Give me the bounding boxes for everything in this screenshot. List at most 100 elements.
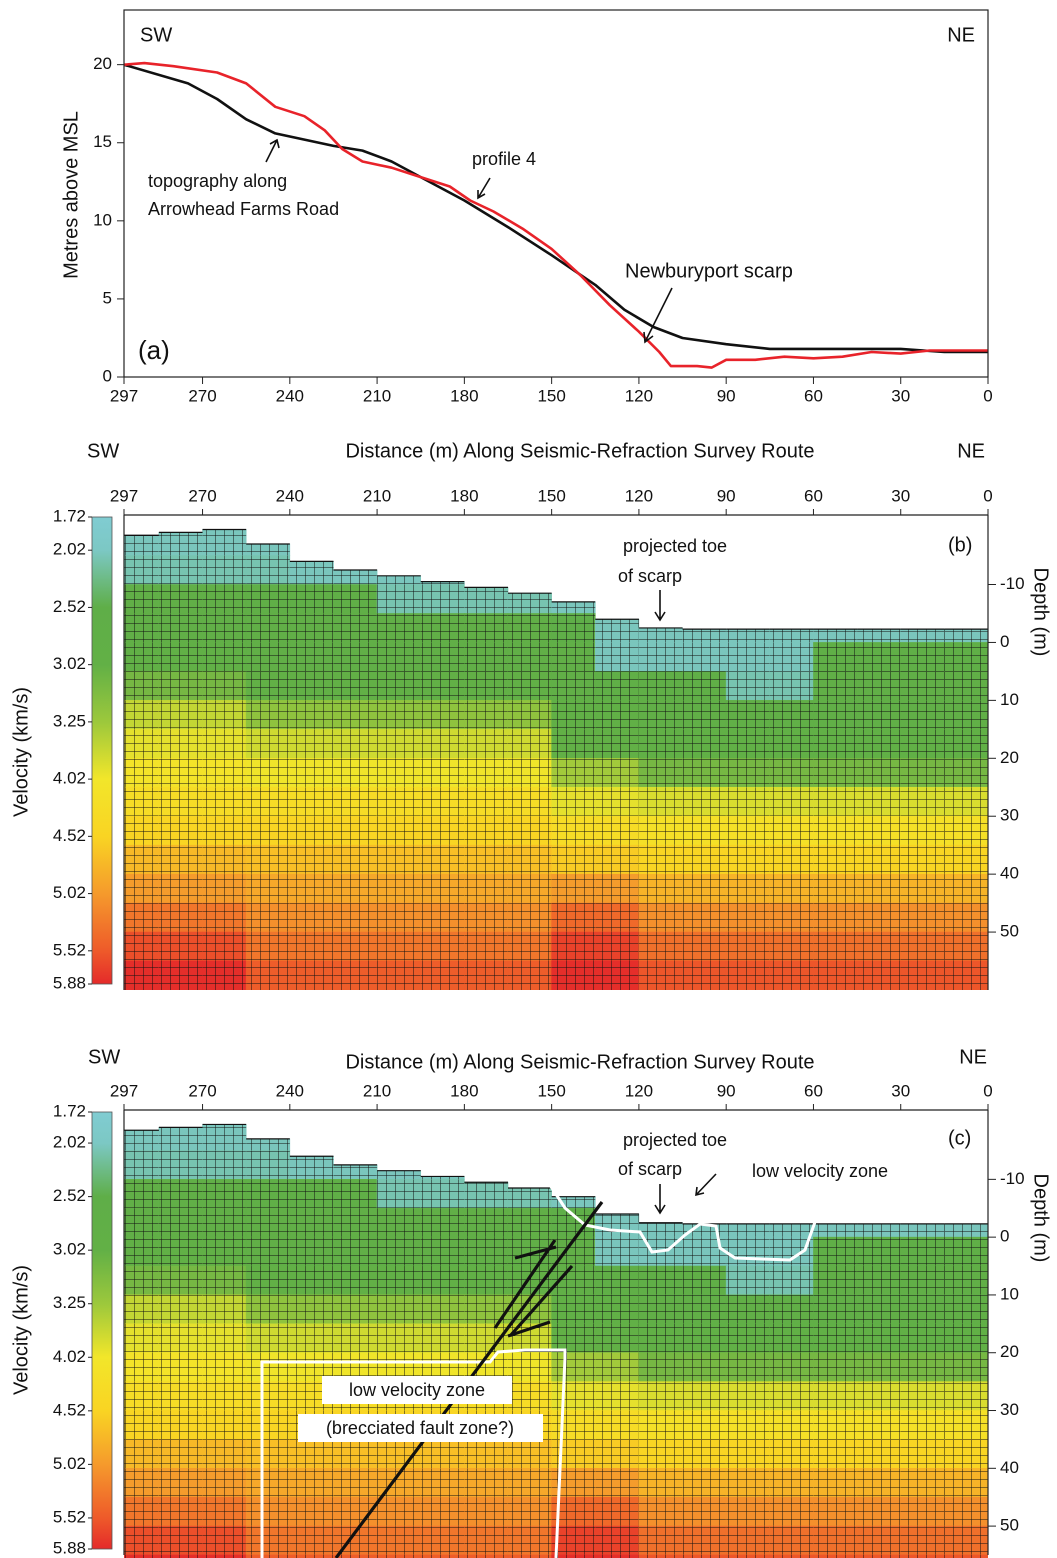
cell-mesh (377, 729, 421, 759)
cell-mesh (333, 1266, 378, 1295)
cell-mesh (944, 1266, 988, 1295)
arrow (654, 1184, 666, 1215)
x-tick-label: 120 (625, 486, 653, 505)
cell-mesh (726, 629, 770, 643)
cell-mesh (202, 555, 247, 585)
cell-mesh (813, 1410, 858, 1440)
cell-mesh (289, 816, 334, 846)
cell-mesh (508, 1555, 552, 1558)
cell-mesh (289, 1208, 334, 1238)
cell-mesh (377, 1237, 421, 1267)
cell-mesh (595, 903, 639, 933)
cell-mesh (124, 1410, 159, 1440)
cell-mesh (551, 1381, 596, 1411)
cell-mesh (857, 1468, 901, 1498)
label-box (298, 1414, 543, 1442)
cell-mesh (420, 1176, 465, 1180)
cell-mesh (202, 1381, 247, 1411)
cell-mesh (124, 671, 159, 701)
cell-mesh (944, 1294, 988, 1324)
cell-mesh (246, 874, 290, 904)
cell-mesh (595, 1381, 639, 1411)
cell-mesh (900, 1555, 945, 1558)
cell-mesh (638, 758, 683, 788)
cell-mesh (124, 961, 159, 990)
cell-mesh (420, 1237, 465, 1267)
cell-mesh (638, 1323, 683, 1353)
cell-mesh (813, 629, 858, 643)
cell-mesh (158, 1352, 203, 1382)
cell-mesh (944, 903, 988, 933)
cell-mesh (638, 874, 683, 904)
cell-mesh (246, 555, 290, 585)
cell-mesh (726, 1266, 770, 1295)
cell-mesh (682, 700, 727, 730)
cell-mesh (638, 729, 683, 759)
cell-mesh (813, 816, 858, 846)
cell-mesh (464, 729, 508, 759)
cell-mesh (377, 1323, 421, 1353)
cell-mesh (813, 642, 858, 672)
cell-mesh (813, 1555, 858, 1558)
cell-mesh (638, 700, 683, 730)
cell-mesh (289, 1555, 334, 1558)
cell-mesh (900, 729, 945, 759)
colorbar-tick-label: 5.88 (53, 1538, 86, 1557)
cell-mesh (551, 932, 596, 962)
cell-mesh (158, 584, 203, 614)
cell-mesh (124, 700, 159, 730)
cell-mesh (595, 1323, 639, 1353)
cell-mesh (638, 627, 683, 643)
cell-mesh (289, 961, 334, 990)
cell-mesh (551, 671, 596, 701)
x-tick-label: 297 (110, 386, 138, 405)
cell-mesh (595, 874, 639, 904)
cell-mesh (857, 961, 901, 990)
annotation: Newburyport scarp (625, 260, 793, 282)
cell-mesh (508, 1188, 552, 1209)
cell-mesh (158, 1294, 203, 1324)
colorbar-tick-label: 3.25 (53, 711, 86, 730)
colorbar-label: Velocity (km/s) (10, 1265, 32, 1395)
colorbar (91, 1111, 113, 1550)
cell-mesh (377, 1208, 421, 1238)
cell-mesh (813, 932, 858, 962)
cell-mesh (769, 1555, 814, 1558)
cell-mesh (813, 1266, 858, 1295)
cell-mesh (726, 1237, 770, 1267)
cell-mesh (420, 1555, 465, 1558)
x-tick-label: 210 (363, 486, 391, 505)
cell-mesh (289, 845, 334, 875)
heatmap (124, 1123, 988, 1558)
x-tick-label: 90 (717, 386, 736, 405)
cell-mesh (289, 1497, 334, 1527)
cell-mesh (124, 874, 159, 904)
x-tick-label: 240 (276, 1081, 304, 1100)
cell-mesh (420, 1468, 465, 1498)
cell-mesh (158, 1381, 203, 1411)
cell-mesh (551, 961, 596, 990)
cell-mesh (726, 758, 770, 788)
cell-mesh (289, 642, 334, 672)
cell-mesh (420, 932, 465, 962)
cell-mesh (289, 787, 334, 817)
cell-mesh (246, 1150, 290, 1180)
y-tick-label: 20 (1000, 748, 1019, 767)
cell-mesh (202, 845, 247, 875)
cell-mesh (857, 1323, 901, 1353)
arrows (265, 138, 673, 344)
cell-mesh (769, 1497, 814, 1527)
x-tick-label: 120 (625, 1081, 653, 1100)
cell-mesh (377, 642, 421, 672)
cell-mesh (813, 1497, 858, 1527)
cell-mesh (377, 1266, 421, 1295)
cell-mesh (551, 816, 596, 846)
cell-mesh (464, 932, 508, 962)
colorbar-tick-label: 1.72 (53, 1101, 86, 1120)
y-tick-label: 20 (93, 54, 112, 73)
cell-mesh (551, 1208, 596, 1238)
cell-mesh (900, 932, 945, 962)
cell-mesh (726, 1497, 770, 1527)
cell-mesh (289, 1294, 334, 1324)
